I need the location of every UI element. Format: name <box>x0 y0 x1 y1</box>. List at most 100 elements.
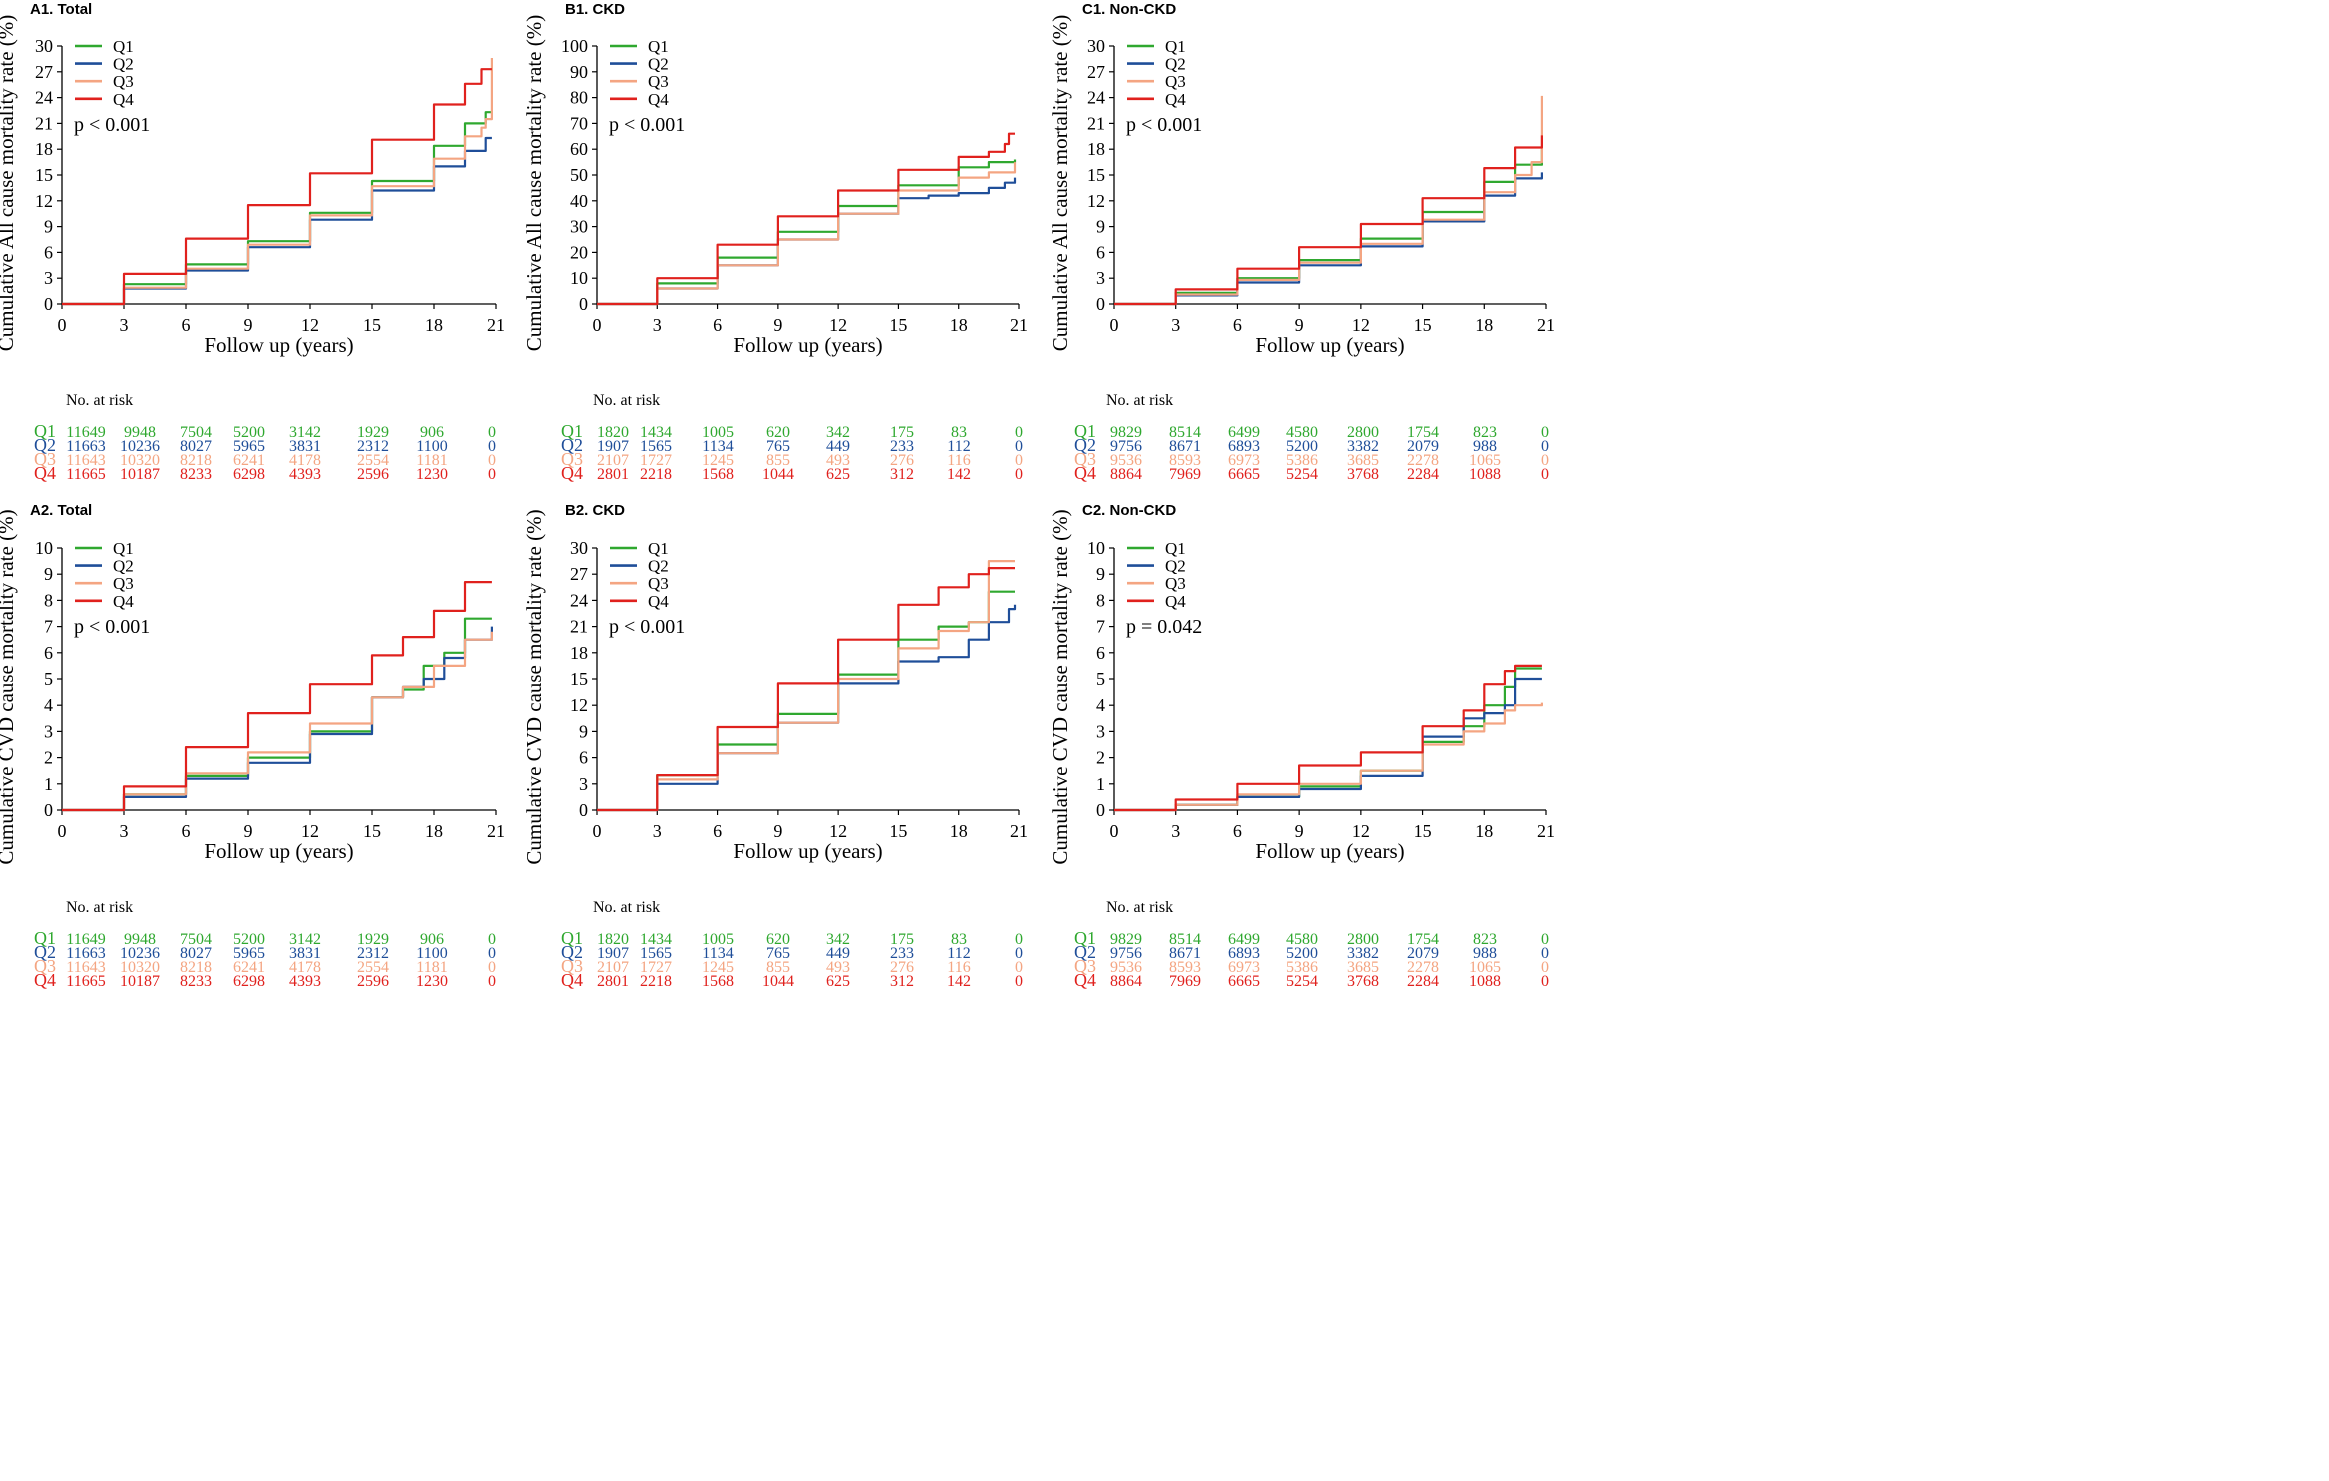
at-risk-table: No. at risk Q1 1820 1434 1005 620 342 175 83 0 Q2 1… <box>561 899 1023 990</box>
series-line-q1 <box>1114 149 1543 306</box>
y-tick-label: 10 <box>1087 538 1105 558</box>
x-tick-label: 15 <box>1414 821 1432 841</box>
panel-title: B1. CKD <box>565 1 625 18</box>
legend-label: Q3 <box>648 574 669 593</box>
y-tick-label: 15 <box>1087 165 1105 185</box>
at-risk-count: 142 <box>947 466 971 483</box>
at-risk-count: 2278 <box>1407 452 1439 469</box>
at-risk-count: 8671 <box>1169 945 1201 962</box>
at-risk-count: 11649 <box>66 931 105 948</box>
p-value-annotation: p < 0.001 <box>609 114 685 136</box>
y-tick-label: 6 <box>44 242 53 262</box>
y-tick-label: 9 <box>44 217 53 237</box>
y-tick-label: 30 <box>35 36 53 56</box>
at-risk-count: 7969 <box>1169 466 1201 483</box>
at-risk-count: 0 <box>488 931 496 948</box>
at-risk-count: 0 <box>1015 973 1023 990</box>
x-tick-label: 3 <box>1171 315 1180 335</box>
x-tick-label: 3 <box>1171 821 1180 841</box>
series-line-q4 <box>1114 135 1543 306</box>
at-risk-count: 0 <box>1541 466 1549 483</box>
at-risk-count: 10187 <box>120 973 160 990</box>
at-risk-count: 988 <box>1473 438 1497 455</box>
at-risk-row-label: Q2 <box>561 942 583 962</box>
at-risk-count: 3831 <box>289 945 321 962</box>
at-risk-row-label: Q3 <box>34 449 56 469</box>
series-line-q4 <box>1114 664 1542 812</box>
at-risk-count: 6893 <box>1228 438 1260 455</box>
at-risk-table: No. at risk Q1 9829 8514 6499 4580 2800 1754 823… <box>1074 899 1549 990</box>
y-tick-label: 2 <box>44 748 53 768</box>
at-risk-count: 0 <box>1015 424 1023 441</box>
at-risk-count: 2107 <box>597 959 629 976</box>
legend-label: Q1 <box>113 37 134 56</box>
x-tick-label: 18 <box>425 315 443 335</box>
y-tick-label: 0 <box>579 294 588 314</box>
at-risk-count: 9829 <box>1110 931 1142 948</box>
at-risk-count: 312 <box>890 973 914 990</box>
at-risk-count: 6298 <box>233 973 265 990</box>
at-risk-count: 10320 <box>120 959 160 976</box>
series-line-q3 <box>62 58 493 306</box>
y-tick-label: 7 <box>1096 617 1105 637</box>
at-risk-count: 2079 <box>1407 438 1439 455</box>
y-tick-label: 3 <box>1096 268 1105 288</box>
y-tick-label: 3 <box>1096 721 1105 741</box>
y-tick-label: 0 <box>44 294 53 314</box>
at-risk-count: 855 <box>766 959 790 976</box>
x-tick-label: 3 <box>120 315 129 335</box>
series-line-q2 <box>62 626 493 812</box>
at-risk-count: 11649 <box>66 424 105 441</box>
at-risk-count: 0 <box>488 973 496 990</box>
at-risk-count: 10320 <box>120 452 160 469</box>
at-risk-count: 988 <box>1473 945 1497 962</box>
at-risk-count: 6298 <box>233 466 265 483</box>
x-tick-label: 0 <box>58 821 67 841</box>
at-risk-count: 1754 <box>1407 931 1439 948</box>
at-risk-count: 0 <box>488 424 496 441</box>
x-tick-label: 18 <box>950 821 968 841</box>
x-tick-label: 21 <box>487 821 505 841</box>
x-tick-label: 21 <box>1537 315 1555 335</box>
at-risk-count: 5200 <box>233 931 265 948</box>
at-risk-count: 493 <box>826 959 850 976</box>
at-risk-count: 8593 <box>1169 959 1201 976</box>
at-risk-count: 2284 <box>1407 466 1439 483</box>
at-risk-row-label: Q3 <box>561 449 583 469</box>
at-risk-count: 823 <box>1473 424 1497 441</box>
y-tick-label: 6 <box>579 748 588 768</box>
legend-label: Q3 <box>113 72 134 91</box>
legend-label: Q1 <box>648 37 669 56</box>
at-risk-count: 8233 <box>180 466 212 483</box>
series-line-q1 <box>597 159 1017 306</box>
panel-title: A1. Total <box>30 1 92 18</box>
at-risk-title: No. at risk <box>593 899 660 916</box>
y-tick-label: 2 <box>1096 748 1105 768</box>
at-risk-count: 0 <box>488 945 496 962</box>
y-tick-label: 30 <box>570 217 588 237</box>
at-risk-count: 906 <box>420 424 444 441</box>
at-risk-count: 2801 <box>597 973 629 990</box>
at-risk-count: 4393 <box>289 973 321 990</box>
y-tick-label: 3 <box>579 774 588 794</box>
at-risk-count: 0 <box>1015 945 1023 962</box>
p-value-annotation: p < 0.001 <box>74 114 150 136</box>
x-tick-label: 12 <box>301 315 319 335</box>
at-risk-count: 9756 <box>1110 945 1142 962</box>
x-tick-label: 15 <box>889 315 907 335</box>
at-risk-count: 1820 <box>597 424 629 441</box>
at-risk-count: 9756 <box>1110 438 1142 455</box>
y-tick-label: 27 <box>1087 62 1105 82</box>
y-tick-label: 10 <box>35 538 53 558</box>
at-risk-count: 1230 <box>416 973 448 990</box>
y-tick-label: 27 <box>570 564 588 584</box>
at-risk-row-label: Q3 <box>1074 956 1096 976</box>
at-risk-count: 1929 <box>357 424 389 441</box>
x-tick-label: 6 <box>713 315 722 335</box>
at-risk-count: 8593 <box>1169 452 1201 469</box>
